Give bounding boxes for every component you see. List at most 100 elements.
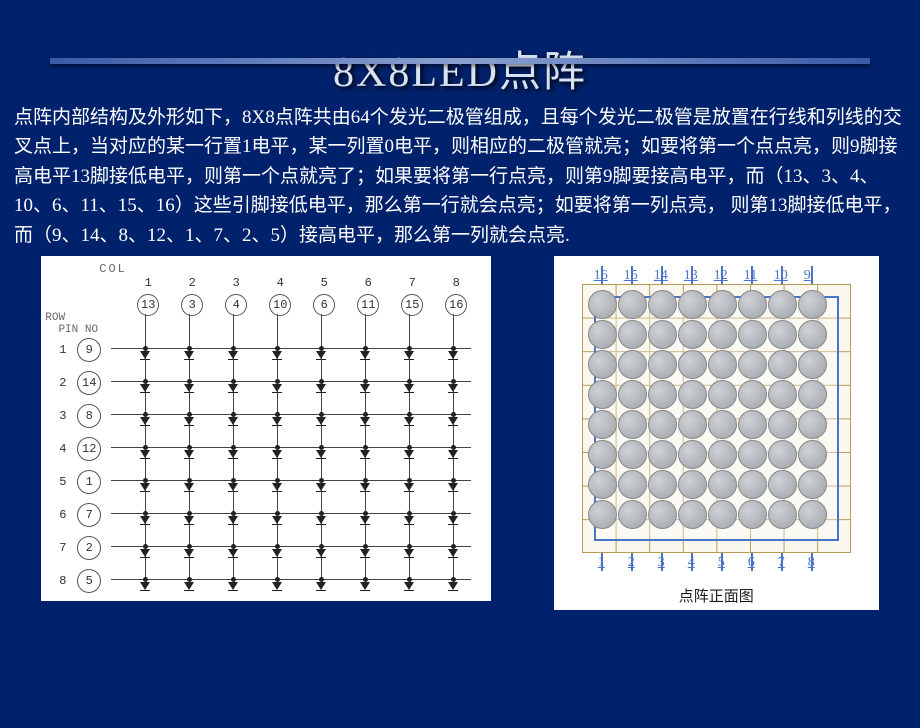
led-dot [768, 320, 797, 349]
led-dot [618, 320, 647, 349]
fv-top-pin-label: 14 [654, 268, 668, 284]
led-dot [588, 440, 617, 469]
led-dot [708, 470, 737, 499]
led-dot [768, 350, 797, 379]
fv-top-pin-label: 16 [594, 268, 608, 284]
led-dot [708, 440, 737, 469]
fv-bottom-pin-label: 7 [778, 555, 785, 571]
led-dot [678, 320, 707, 349]
fv-bottom-pin-label: 4 [688, 555, 695, 571]
led-dot [798, 380, 827, 409]
schematic-col-label: COL [99, 262, 127, 276]
led-dot [768, 500, 797, 529]
led-dot [738, 380, 767, 409]
led-dot [708, 500, 737, 529]
front-view-wrap: 16151413121110912345678 点阵正面图 [554, 256, 879, 610]
led-dot [738, 350, 767, 379]
led-dot [648, 440, 677, 469]
fv-top-pin-label: 13 [684, 268, 698, 284]
led-dot [768, 470, 797, 499]
led-dot [798, 290, 827, 319]
led-dot [648, 410, 677, 439]
led-dot [738, 320, 767, 349]
led-dot [678, 500, 707, 529]
led-dot [738, 440, 767, 469]
led-dot [618, 470, 647, 499]
led-dot [798, 470, 827, 499]
schematic-col-numbers: 12345678 [126, 276, 478, 290]
schematic-row: 3 8 [59, 404, 101, 428]
led-dot [708, 290, 737, 319]
schematic-row: 4 12 [59, 437, 101, 461]
slide-title: 8X8LED点阵 [0, 38, 920, 99]
fv-bottom-pin-label: 1 [598, 555, 605, 571]
led-dot [738, 470, 767, 499]
led-dot [648, 290, 677, 319]
led-dot [708, 380, 737, 409]
led-dot [618, 500, 647, 529]
front-view-diagram: 16151413121110912345678 [554, 256, 879, 581]
led-dot [708, 320, 737, 349]
led-dot [768, 410, 797, 439]
schematic-row: 2 14 [59, 371, 101, 395]
front-view-caption: 点阵正面图 [554, 581, 879, 610]
fv-top-pin-label: 10 [774, 268, 788, 284]
led-dot [678, 410, 707, 439]
led-dot [618, 440, 647, 469]
schematic-col-pins: 1334106111516 [126, 294, 478, 316]
fv-top-pin-label: 9 [804, 268, 811, 284]
led-dot [678, 440, 707, 469]
led-dot [798, 410, 827, 439]
fv-bottom-pin-label: 5 [718, 555, 725, 571]
fv-bottom-pin-label: 2 [628, 555, 635, 571]
fv-top-pin-label: 11 [744, 268, 757, 284]
schematic-row: 1 9 [59, 338, 101, 362]
led-dot [588, 290, 617, 319]
led-dot [618, 410, 647, 439]
led-dot [768, 380, 797, 409]
led-dot [738, 410, 767, 439]
led-dot [738, 290, 767, 319]
slide-paragraph: 点阵内部结构及外形如下，8X8点阵共由64个发光二极管组成，且每个发光二极管是放… [0, 99, 920, 250]
led-dot [798, 440, 827, 469]
led-dot [588, 350, 617, 379]
led-dot [588, 410, 617, 439]
led-dot [588, 380, 617, 409]
led-dot [678, 290, 707, 319]
led-dot [648, 350, 677, 379]
schematic-row-label: ROW PIN NO [45, 312, 98, 336]
led-dot [588, 470, 617, 499]
led-dot [708, 350, 737, 379]
fv-top-pin-label: 15 [624, 268, 638, 284]
led-dot [618, 290, 647, 319]
led-dot [798, 350, 827, 379]
led-dot [738, 500, 767, 529]
led-dot [798, 500, 827, 529]
schematic-diagram: COL 12345678 1334106111516 ROW PIN NO 1 … [41, 256, 491, 601]
led-dot [648, 500, 677, 529]
led-dot [768, 440, 797, 469]
schematic-row: 5 1 [59, 470, 101, 494]
led-dot [648, 470, 677, 499]
schematic-row: 6 7 [59, 503, 101, 527]
led-dot [618, 350, 647, 379]
led-dot [708, 410, 737, 439]
led-dot [678, 350, 707, 379]
led-dot [768, 290, 797, 319]
led-dot [678, 470, 707, 499]
schematic-row: 8 5 [59, 569, 101, 593]
led-dot [588, 500, 617, 529]
led-dot [648, 320, 677, 349]
fv-top-pin-label: 12 [714, 268, 728, 284]
schematic-row: 7 2 [59, 536, 101, 560]
led-dot [798, 320, 827, 349]
fv-bottom-pin-label: 6 [748, 555, 755, 571]
fv-bottom-pin-label: 3 [658, 555, 665, 571]
title-accent-bar [50, 58, 870, 64]
led-dot [618, 380, 647, 409]
diagram-row: COL 12345678 1334106111516 ROW PIN NO 1 … [0, 256, 920, 610]
led-dot [648, 380, 677, 409]
led-dot [678, 380, 707, 409]
led-dot [588, 320, 617, 349]
fv-bottom-pin-label: 8 [808, 555, 815, 571]
